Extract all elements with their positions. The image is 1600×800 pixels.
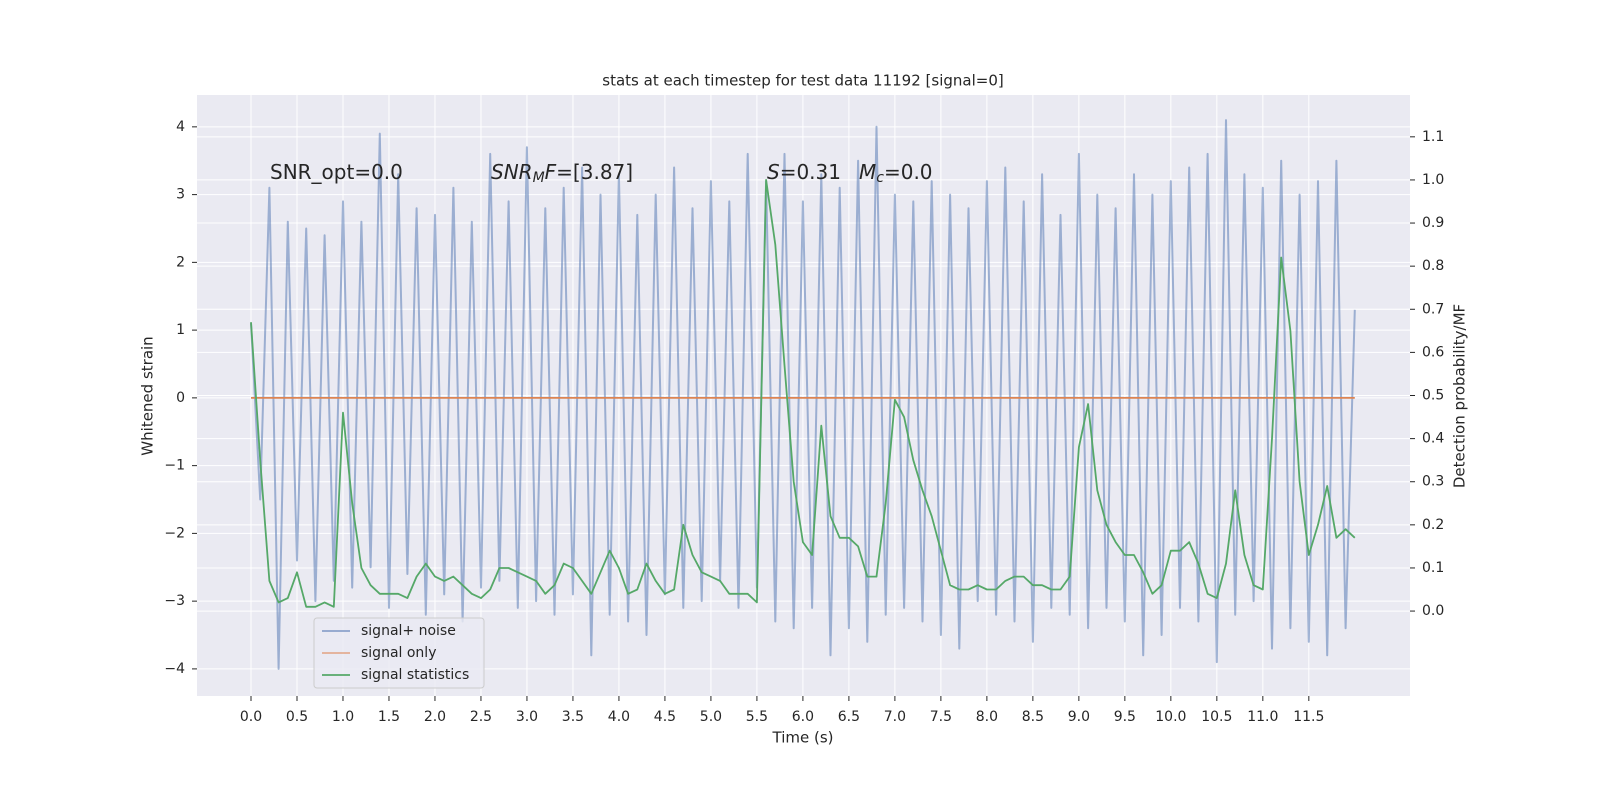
x-tick-label: 10.0	[1155, 709, 1186, 725]
x-tick-label: 4.5	[654, 709, 676, 725]
x-tick-label: 0.5	[286, 709, 308, 725]
y-tick-label: −2	[164, 525, 185, 541]
y-tick-label: 3	[176, 187, 185, 203]
y-tick-label: 4	[176, 119, 185, 135]
annotation-part: =[3.87]	[556, 160, 633, 184]
annotation-part: F	[545, 160, 557, 184]
x-tick-label: 2.5	[470, 709, 492, 725]
x-tick-label: 1.0	[332, 709, 354, 725]
annotation-part: M	[859, 160, 876, 184]
annotation: SNRMF=[3.87]	[491, 160, 633, 187]
x-tick-label: 3.0	[516, 709, 538, 725]
annotation-part: SNR_opt=0.0	[270, 160, 403, 184]
series-line	[250, 179, 1356, 608]
x-tick-label: 8.5	[1022, 709, 1044, 725]
x-tick-label: 5.0	[700, 709, 722, 725]
x-tick-label: 1.5	[378, 709, 400, 725]
y-tick-label: 2	[176, 254, 185, 270]
annotation-part: M	[533, 170, 545, 186]
y-axis-label: Whitened strain	[139, 336, 157, 455]
y-tick-label: −1	[164, 458, 185, 474]
annotation-part: S	[767, 160, 780, 184]
y2-tick-label: 0.6	[1422, 344, 1444, 360]
y2-tick-label: 1.1	[1422, 129, 1444, 145]
annotation-part: SNR	[491, 160, 533, 184]
y-tick-label: −3	[164, 593, 185, 609]
chart-title: stats at each timestep for test data 111…	[602, 72, 1003, 90]
y2-tick-label: 0.8	[1422, 258, 1444, 274]
y-tick-label: 0	[176, 390, 185, 406]
x-tick-label: 4.0	[608, 709, 630, 725]
x-tick-label: 7.0	[884, 709, 906, 725]
x-tick-label: 9.0	[1068, 709, 1090, 725]
annotation: S=0.31	[767, 160, 841, 184]
annotation-part: c	[876, 170, 884, 186]
y2-tick-label: 0.3	[1422, 474, 1444, 490]
x-tick-label: 3.5	[562, 709, 584, 725]
annotation: SNR_opt=0.0	[270, 160, 403, 184]
y2-tick-label: 0.9	[1422, 215, 1444, 231]
y2-tick-label: 0.4	[1422, 431, 1444, 447]
legend-label: signal only	[361, 645, 436, 661]
legend-label: signal statistics	[361, 667, 469, 683]
y2-tick-label: 0.1	[1422, 560, 1444, 576]
annotation: Mc=0.0	[859, 160, 933, 187]
x-tick-label: 8.0	[976, 709, 998, 725]
y2-tick-label: 0.2	[1422, 517, 1444, 533]
annotation-part: =0.0	[884, 160, 933, 184]
x-tick-label: 10.5	[1201, 709, 1232, 725]
y2-tick-label: 0.0	[1422, 603, 1444, 619]
y-tick-label: 1	[176, 322, 185, 338]
x-tick-label: 5.5	[746, 709, 768, 725]
x-tick-label: 7.5	[930, 709, 952, 725]
x-tick-label: 2.0	[424, 709, 446, 725]
series-line	[250, 119, 1356, 670]
annotation-part: =0.31	[780, 160, 841, 184]
legend-label: signal+ noise	[361, 623, 456, 639]
x-tick-label: 0.0	[240, 709, 262, 725]
y2-tick-label: 0.5	[1422, 388, 1444, 404]
x-tick-label: 11.5	[1293, 709, 1324, 725]
y2-axis-label: Detection probability/MF	[1451, 304, 1469, 488]
x-tick-label: 9.5	[1114, 709, 1136, 725]
legend-box	[313, 617, 485, 689]
y-tick-label: −4	[164, 661, 185, 677]
x-tick-label: 6.0	[792, 709, 814, 725]
y2-tick-label: 1.0	[1422, 172, 1444, 188]
x-tick-label: 11.0	[1247, 709, 1278, 725]
x-tick-label: 6.5	[838, 709, 860, 725]
y2-tick-label: 0.7	[1422, 301, 1444, 317]
x-axis-label: Time (s)	[772, 729, 834, 747]
